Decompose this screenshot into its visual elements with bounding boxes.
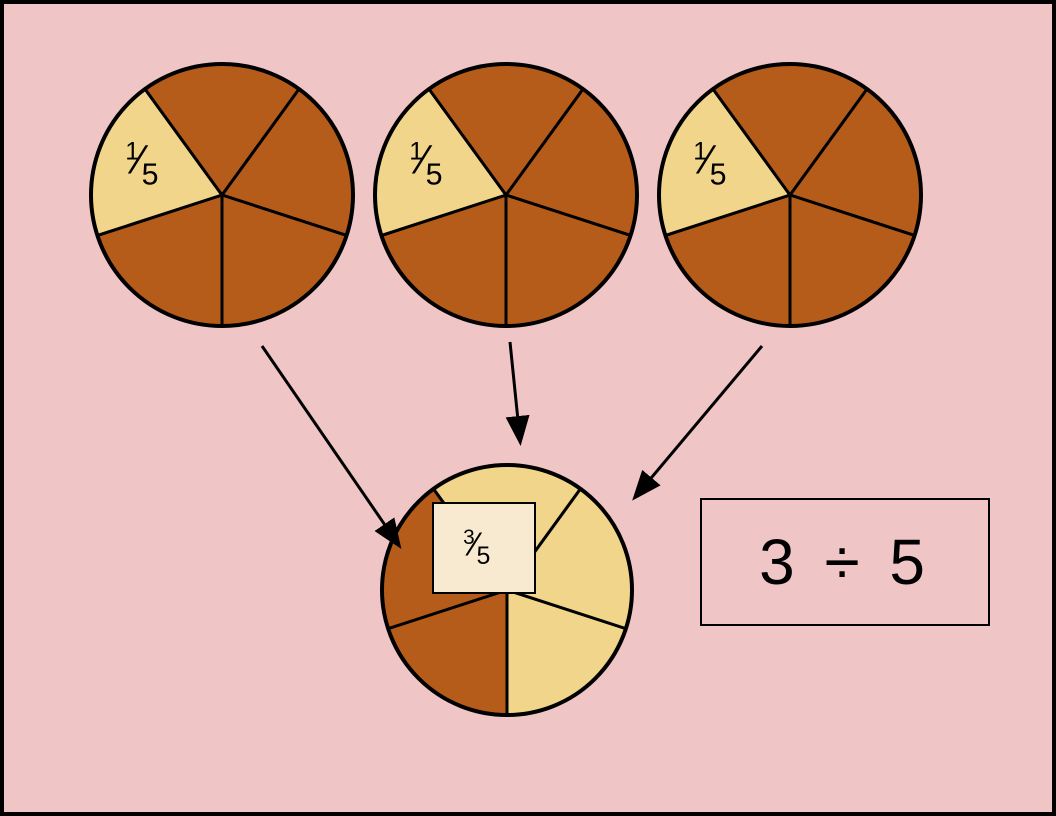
fraction-three-fifths: 3⁄5 (434, 502, 534, 594)
diagram-svg: 1⁄51⁄51⁄5 (0, 0, 1056, 816)
diagram-frame: 1⁄51⁄51⁄5 3 ÷ 5 3⁄5 (0, 0, 1056, 816)
top-pie-2: 1⁄5 (375, 64, 637, 326)
equation-text: 3 ÷ 5 (759, 525, 931, 599)
fraction-denominator: 5 (710, 157, 727, 191)
top-pie-1: 1⁄5 (91, 64, 353, 326)
fraction-label: 3⁄5 (463, 526, 490, 570)
fraction-denominator: 5 (477, 542, 491, 570)
fraction-denominator: 5 (142, 157, 159, 191)
top-pie-3: 1⁄5 (659, 64, 921, 326)
equation-box: 3 ÷ 5 (700, 498, 990, 626)
fraction-denominator: 5 (426, 157, 443, 191)
result-fraction-box: 3⁄5 (432, 502, 536, 594)
